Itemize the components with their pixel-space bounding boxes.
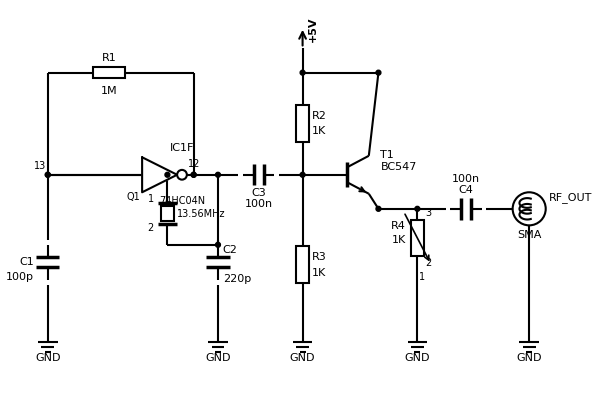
Text: BC547: BC547 [380, 162, 417, 172]
Text: 1: 1 [148, 194, 154, 204]
Text: 2: 2 [425, 259, 431, 268]
Text: 3: 3 [425, 208, 431, 218]
Circle shape [415, 206, 420, 211]
Text: 1K: 1K [313, 126, 326, 137]
Text: IC1F: IC1F [170, 143, 194, 154]
Polygon shape [142, 157, 177, 192]
Text: R4: R4 [391, 221, 406, 231]
Text: GND: GND [404, 353, 430, 363]
Text: 2: 2 [148, 223, 154, 233]
Circle shape [191, 173, 196, 177]
Text: 1M: 1M [101, 86, 118, 96]
Text: 100p: 100p [6, 272, 34, 282]
Bar [161, 206, 174, 221]
Text: C1: C1 [19, 257, 34, 267]
Text: 1: 1 [419, 272, 425, 282]
Text: C2: C2 [223, 244, 238, 255]
Text: 1K: 1K [313, 267, 326, 278]
Circle shape [165, 173, 170, 177]
Text: R2: R2 [313, 111, 327, 121]
Text: GND: GND [517, 353, 542, 363]
Circle shape [512, 192, 546, 225]
Text: RF_OUT: RF_OUT [548, 191, 592, 202]
Text: +5V: +5V [307, 16, 317, 42]
Text: 74HC04N: 74HC04N [159, 196, 205, 206]
Text: R3: R3 [313, 252, 327, 262]
Text: 100n: 100n [452, 175, 480, 185]
Circle shape [376, 206, 381, 211]
Circle shape [300, 173, 305, 177]
Circle shape [46, 173, 50, 177]
Text: SMA: SMA [517, 230, 541, 240]
Bar [296, 105, 309, 142]
Bar [94, 67, 125, 78]
Text: C3: C3 [251, 188, 266, 198]
Circle shape [177, 170, 187, 180]
Bar [411, 219, 424, 257]
Text: T1: T1 [380, 150, 394, 160]
Circle shape [376, 70, 381, 75]
Text: GND: GND [205, 353, 231, 363]
Text: Q1: Q1 [127, 192, 140, 202]
Circle shape [215, 242, 220, 247]
Circle shape [215, 173, 220, 177]
Circle shape [46, 173, 50, 177]
Text: 13: 13 [34, 161, 46, 171]
Text: GND: GND [290, 353, 316, 363]
Text: 12: 12 [188, 159, 200, 169]
Text: 220p: 220p [223, 274, 251, 284]
Text: C4: C4 [458, 185, 473, 195]
Text: R1: R1 [101, 53, 116, 63]
Text: 100n: 100n [245, 199, 273, 209]
Text: 13.56MHz: 13.56MHz [177, 209, 226, 219]
Text: 1K: 1K [391, 235, 406, 245]
Bar [296, 246, 309, 283]
Circle shape [191, 173, 196, 177]
Text: GND: GND [35, 353, 61, 363]
Circle shape [300, 70, 305, 75]
